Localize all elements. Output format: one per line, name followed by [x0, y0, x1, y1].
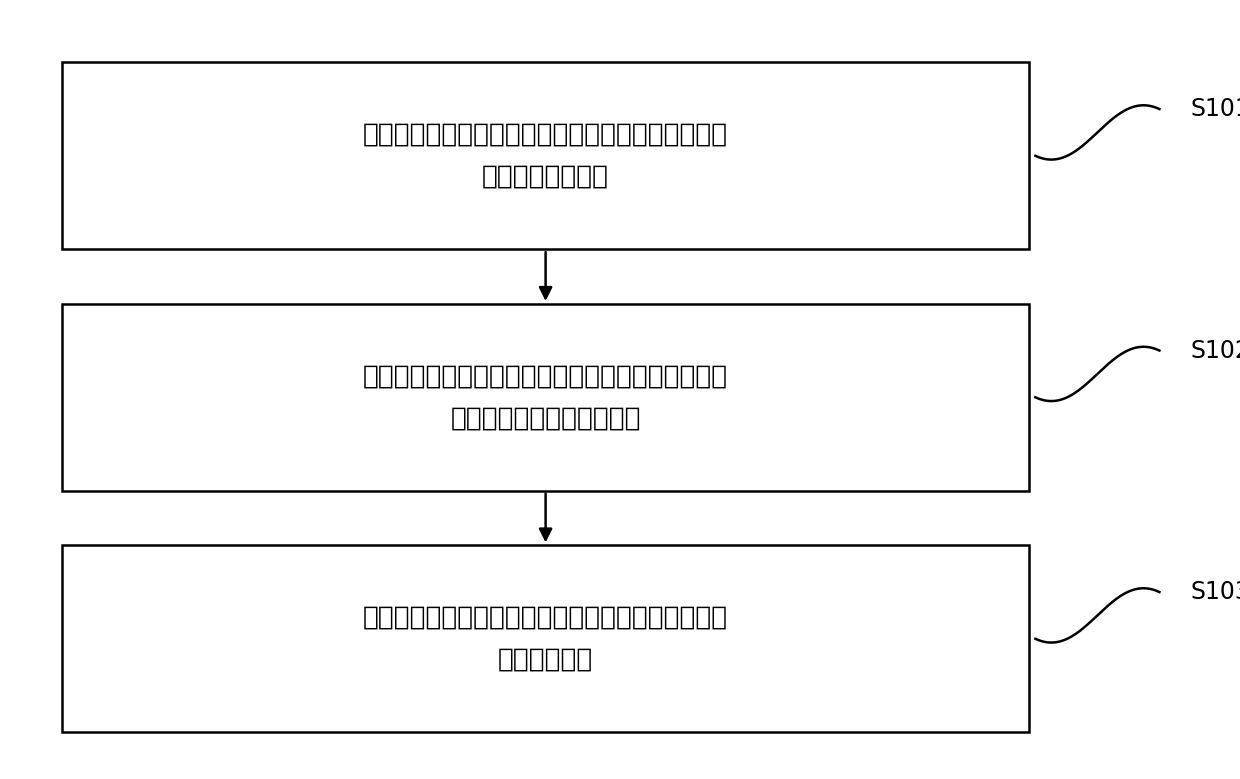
Text: 获取移动终端的当前位置，并判断所述当前位置是否
属于预存充电位置: 获取移动终端的当前位置，并判断所述当前位置是否 属于预存充电位置 — [363, 122, 728, 190]
Bar — [62, 545, 1029, 732]
Text: S102: S102 — [1190, 339, 1240, 362]
Bar — [62, 62, 1029, 249]
Text: S101: S101 — [1190, 97, 1240, 121]
Text: 根据所述电量分享能力对与所述移动终端连接的设备
进行反向充电: 根据所述电量分享能力对与所述移动终端连接的设备 进行反向充电 — [363, 605, 728, 673]
Text: S103: S103 — [1190, 580, 1240, 604]
Text: 若所述当前位置不属于预存充电位置，则获取所述移
动终端电池的电量分享能力: 若所述当前位置不属于预存充电位置，则获取所述移 动终端电池的电量分享能力 — [363, 363, 728, 432]
Bar — [62, 304, 1029, 491]
